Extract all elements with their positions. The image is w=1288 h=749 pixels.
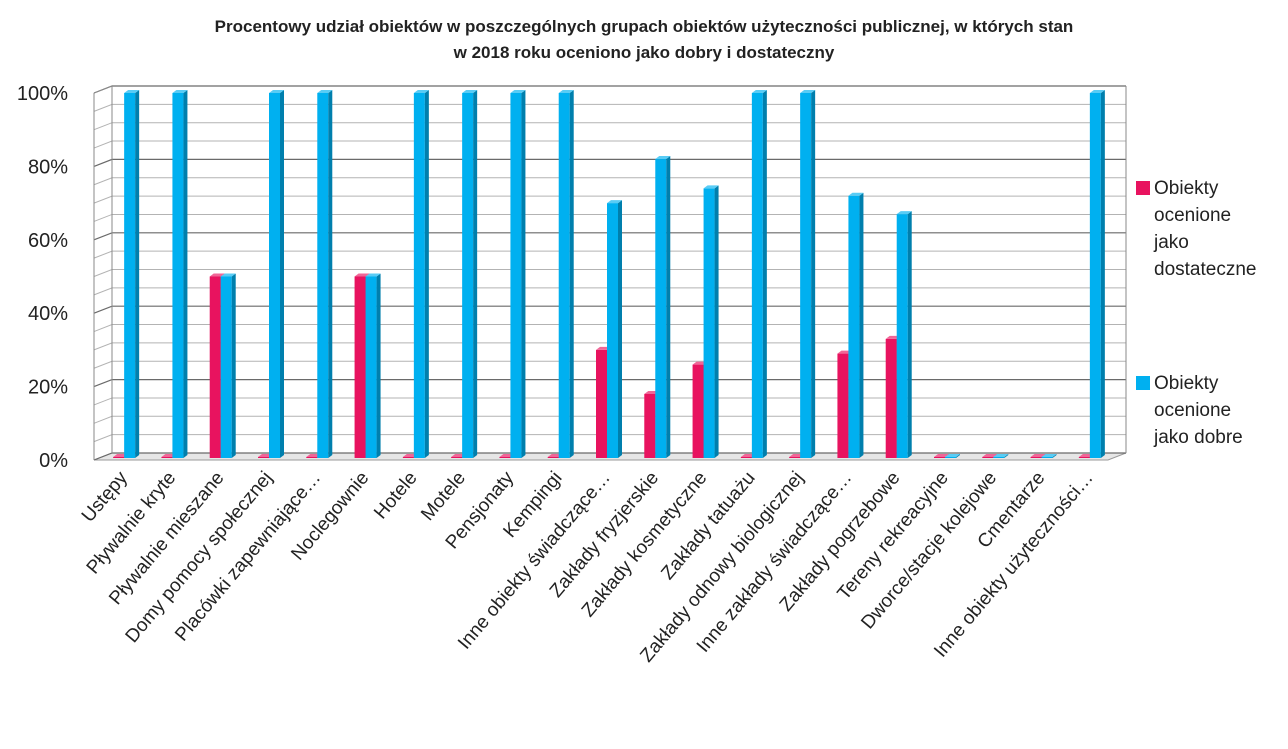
bar-dobre [848,192,864,458]
bar-dobre [751,90,767,458]
bar-dobre [945,454,960,458]
bar-dobre [269,90,284,458]
bar-dobre [220,273,236,458]
legend-swatch-dostateczne [1136,181,1150,195]
bar-dobre [413,90,429,458]
legend-item-dobre: Obiekty ocenione jako dobre [1136,370,1288,451]
chart-title: Procentowy udział obiektów w poszczególn… [0,14,1288,66]
legend-label-dostateczne-3: jako [1154,232,1189,253]
bar-dobre [172,90,188,458]
legend-label-dostateczne-1: Obiekty [1154,178,1219,199]
chart-title-line-2: w 2018 roku oceniono jako dobry i dostat… [453,43,835,62]
bar-dobre [607,200,622,458]
bar-dobre [896,211,912,458]
legend-label-dobre-1: Obiekty [1154,373,1219,394]
y-tick-label: 20% [28,377,68,399]
x-tick-label: Hotele [370,468,421,524]
side-wall-top-edge [93,85,113,94]
bar-dobre [993,454,1009,458]
bar-dobre [703,185,719,459]
bar-dobre [317,90,333,458]
bar-dobre [1041,454,1057,458]
legend-label-dostateczne-4: dostateczne [1154,259,1257,280]
legend-label-dobre-3: jako dobre [1154,427,1243,448]
y-tick-label: 40% [28,303,68,325]
bar-dobre [124,90,140,458]
chart-title-line-1: Procentowy udział obiektów w poszczególn… [214,17,1074,36]
bar-dobre [558,90,574,458]
y-tick-label: 60% [28,230,68,252]
bar-dobre [1089,90,1105,458]
y-tick-label: 80% [28,156,68,178]
legend-item-dostateczne: Obiekty ocenione jako dostateczne [1136,175,1288,283]
bar-dobre [365,273,381,458]
y-tick-label: 100% [17,83,68,105]
legend-label-dostateczne-2: ocenione [1154,205,1232,226]
bar-dobre [510,90,526,458]
bar-dobre [655,156,671,458]
bar-dobre [462,90,478,458]
legend-label-dobre-2: ocenione [1154,400,1232,421]
y-tick-label: 0% [39,450,68,472]
bar-dobre [800,90,816,458]
legend-swatch-dobre [1136,376,1150,390]
